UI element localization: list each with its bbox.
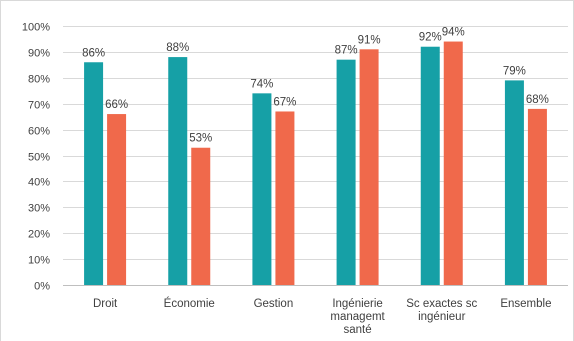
bar-value-label: 86%: [82, 47, 105, 59]
bar: [107, 114, 127, 285]
bar: [420, 46, 440, 285]
category-label-line: Sc exactes sc: [406, 298, 477, 310]
y-tick-label: 70%: [28, 100, 50, 112]
category-label: Gestion: [254, 298, 294, 310]
bar: [191, 147, 211, 285]
bar-value-label: 88%: [166, 42, 189, 54]
bar: [275, 111, 295, 285]
bar-value-label: 79%: [503, 65, 526, 77]
bar-value-label: 68%: [526, 94, 549, 106]
bar: [252, 93, 272, 285]
category-label-line: santé: [344, 324, 372, 336]
gridlines: [63, 26, 568, 286]
bar-value-label: 87%: [335, 45, 358, 57]
y-tick-label: 10%: [28, 255, 50, 267]
bar-value-label: 74%: [250, 78, 273, 90]
category-label-line: Ingénierie: [332, 298, 383, 310]
y-tick-label: 50%: [28, 152, 50, 164]
category-label-line: managemt: [330, 311, 385, 323]
category-label: Ensemble: [500, 298, 551, 310]
category-label-line: Gestion: [254, 298, 294, 310]
bar-value-label: 66%: [105, 99, 128, 111]
bar-value-label: 94%: [442, 27, 465, 39]
x-axis-categories: Droit Économie Gestion Ingénierie managemt sa…: [93, 297, 552, 336]
bar-value-label: 53%: [189, 133, 212, 145]
y-tick-label: 80%: [28, 74, 50, 86]
bar: [336, 59, 356, 285]
category-label-line: Ensemble: [500, 298, 551, 310]
bar: [359, 49, 379, 286]
bar: [168, 57, 188, 285]
bar-value-label: 92%: [419, 32, 442, 44]
y-tick-label: 30%: [28, 203, 50, 215]
category-label: Ingénierie managemt santé: [330, 298, 385, 336]
bar-value-label: 91%: [358, 34, 381, 46]
category-label-line: ingénieur: [418, 311, 465, 323]
y-tick-label: 20%: [28, 229, 50, 241]
y-tick-label: 100%: [22, 22, 50, 34]
category-label: Économie: [164, 297, 215, 310]
bar: [527, 108, 547, 285]
y-tick-label: 90%: [28, 48, 50, 60]
bars: [84, 41, 547, 286]
y-tick-label: 40%: [28, 177, 50, 189]
bar: [84, 62, 104, 286]
y-tick-label: 60%: [28, 126, 50, 138]
y-tick-label: 0%: [34, 281, 50, 293]
category-label-line: Droit: [93, 298, 118, 310]
bar: [443, 41, 463, 285]
data-labels: 86% 66% 88% 53% 74%67% 87%91% 92% 94% 79% 68%: [82, 27, 549, 145]
category-label-line: Économie: [164, 297, 215, 310]
category-label: Sc exactes sc ingénieur: [406, 298, 477, 323]
category-label: Droit: [93, 298, 118, 310]
y-axis-ticks: 0% 10% 20% 30% 40% 50% 60% 70% 80% 90% 100%: [22, 22, 50, 293]
bar-value-label: 67%: [273, 96, 296, 108]
bar: [504, 80, 524, 285]
